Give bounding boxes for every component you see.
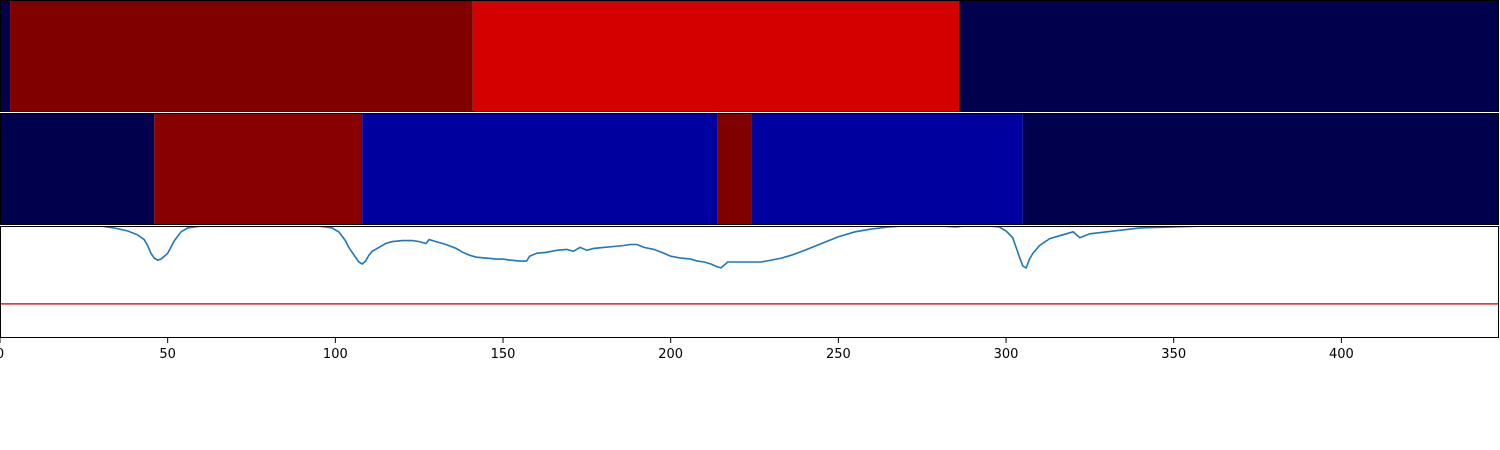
panel-frame xyxy=(0,0,1499,112)
x-tick-label: 400 xyxy=(1329,347,1354,362)
x-tick-label: 100 xyxy=(323,347,348,362)
x-tick-label: 200 xyxy=(658,347,683,362)
x-axis: 0 50 100 150 200 250 300 350 400 xyxy=(0,338,1354,362)
heatmap-segment xyxy=(472,0,960,112)
heatmap-segment xyxy=(0,0,11,112)
heatmap-segment xyxy=(717,113,752,225)
heatmap-segment xyxy=(751,113,1023,225)
heatmap-segment xyxy=(362,113,718,225)
panel-frame xyxy=(0,113,1499,225)
panel-frame xyxy=(0,226,1499,338)
heatmap-segment xyxy=(0,113,155,225)
x-tick-label: 350 xyxy=(1161,347,1186,362)
x-tick-label: 50 xyxy=(159,347,176,362)
x-tick-label: 0 xyxy=(0,347,4,362)
x-tick-label: 250 xyxy=(826,347,851,362)
heatmap-segment xyxy=(1022,113,1499,225)
middle-heatmap-panel xyxy=(0,113,1499,225)
top-heatmap-panel xyxy=(0,0,1499,112)
heatmap-segment xyxy=(154,113,363,225)
x-tick-label: 150 xyxy=(491,347,516,362)
heatmap-segment xyxy=(10,0,473,112)
heatmap-segment xyxy=(959,0,1499,112)
signal-line xyxy=(0,226,1499,270)
x-tick-label: 300 xyxy=(994,347,1019,362)
line-plot-panel xyxy=(0,226,1499,338)
